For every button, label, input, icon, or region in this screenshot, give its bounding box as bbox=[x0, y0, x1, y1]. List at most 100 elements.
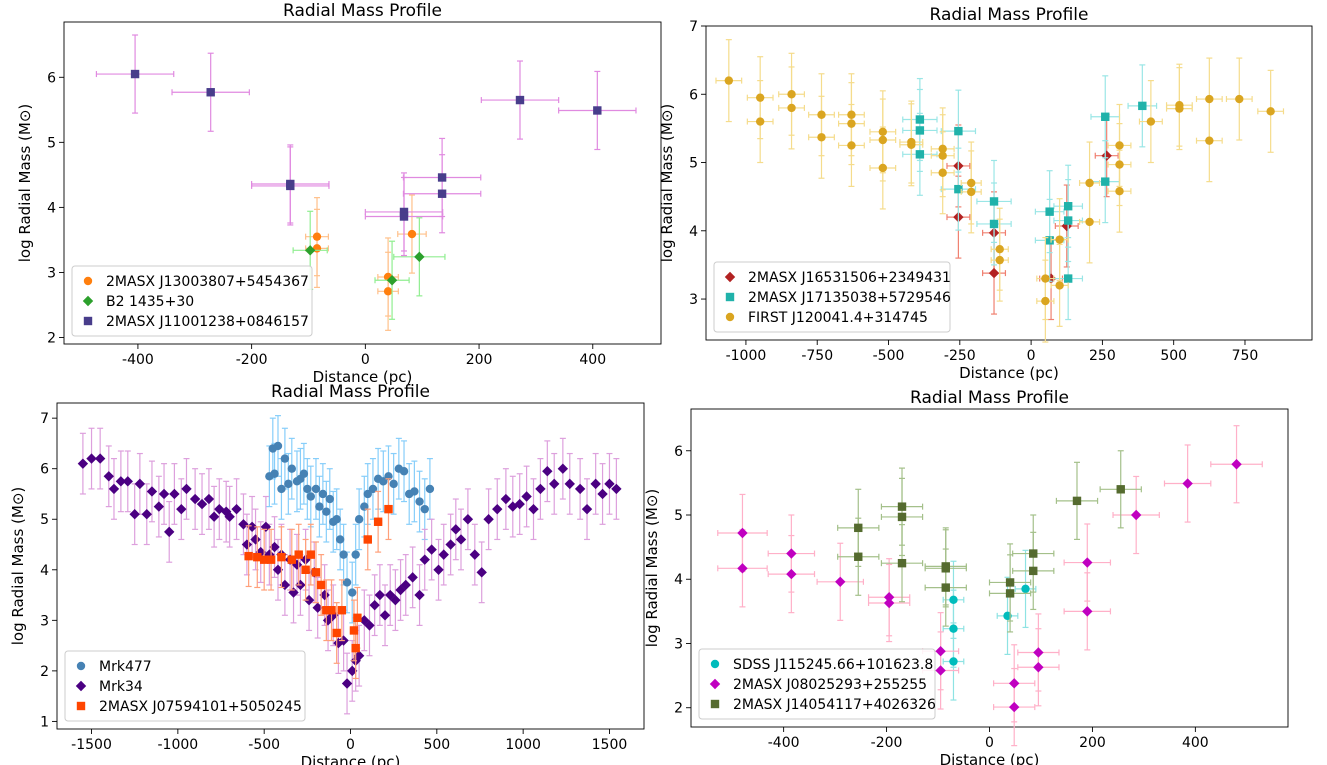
data-point bbox=[303, 594, 315, 606]
y-tick-label: 4 bbox=[40, 563, 49, 579]
legend-marker bbox=[76, 701, 86, 711]
data-point bbox=[897, 502, 907, 511]
data-point bbox=[915, 150, 925, 159]
series-1 bbox=[265, 415, 435, 624]
data-point bbox=[325, 494, 334, 504]
data-point bbox=[414, 251, 425, 263]
data-point bbox=[270, 469, 279, 478]
data-point bbox=[1029, 566, 1038, 576]
data-point bbox=[414, 589, 425, 601]
data-point bbox=[1085, 217, 1094, 227]
data-point bbox=[1130, 509, 1142, 521]
data-point bbox=[787, 103, 796, 113]
data-point bbox=[390, 594, 401, 606]
data-point bbox=[1175, 104, 1184, 113]
data-point bbox=[1085, 178, 1094, 188]
data-point bbox=[507, 501, 518, 512]
chart-title: Radial Mass Profile bbox=[910, 388, 1069, 408]
data-point bbox=[303, 484, 312, 494]
x-axis-label: Distance (pc) bbox=[313, 368, 413, 386]
legend-marker bbox=[83, 316, 93, 326]
data-point bbox=[437, 173, 447, 182]
data-point bbox=[1231, 459, 1242, 470]
data-point bbox=[359, 615, 370, 626]
data-point bbox=[220, 506, 232, 517]
data-point bbox=[266, 555, 276, 564]
data-point bbox=[1266, 107, 1275, 116]
y-axis-label: log Radial Mass (M⊙) bbox=[658, 104, 676, 262]
data-point bbox=[311, 568, 321, 577]
legend-label: 2MASX J11001238+0846157 bbox=[106, 314, 309, 330]
y-tick-label: 2 bbox=[674, 701, 683, 717]
data-point bbox=[528, 503, 539, 515]
data-point bbox=[521, 491, 532, 502]
data-point bbox=[433, 564, 444, 575]
y-tick-label: 2 bbox=[47, 330, 56, 346]
data-point bbox=[854, 523, 863, 533]
x-tick-label: 500 bbox=[423, 737, 450, 753]
y-tick-label: 6 bbox=[47, 70, 56, 86]
data-point bbox=[384, 504, 393, 514]
data-point bbox=[878, 135, 888, 145]
x-tick-label: 200 bbox=[1079, 735, 1106, 751]
series-2 bbox=[902, 64, 1158, 321]
data-point bbox=[332, 628, 341, 638]
data-point bbox=[280, 454, 290, 463]
legend-label: B2 1435+30 bbox=[106, 294, 194, 310]
chart-panel-3: Radial Mass Profile -1500 -1000 -500 0 500 100… bbox=[9, 382, 645, 765]
data-point bbox=[407, 572, 418, 583]
data-point bbox=[854, 552, 863, 561]
x-tick-label: -1500 bbox=[71, 737, 112, 753]
data-point bbox=[988, 267, 1000, 279]
data-point bbox=[420, 504, 429, 514]
data-point bbox=[246, 521, 258, 533]
y-tick-label: 3 bbox=[40, 613, 49, 629]
y-tick-label: 6 bbox=[40, 462, 49, 478]
x-tick-label: -250 bbox=[944, 348, 976, 364]
data-point bbox=[181, 483, 192, 495]
data-point bbox=[787, 90, 796, 99]
legend-marker bbox=[710, 699, 720, 709]
x-tick-label: 500 bbox=[1160, 348, 1187, 364]
data-point bbox=[224, 511, 235, 522]
legend: Mrk477 Mrk34 2MASX J07594101+5050245 bbox=[64, 650, 306, 722]
data-point bbox=[1101, 150, 1112, 161]
data-point bbox=[287, 464, 296, 473]
data-point bbox=[353, 613, 362, 623]
y-tick-label: 6 bbox=[674, 444, 683, 460]
data-point bbox=[1235, 94, 1244, 104]
data-point bbox=[312, 232, 322, 241]
data-point bbox=[287, 555, 296, 564]
data-point bbox=[164, 526, 175, 538]
data-point bbox=[410, 487, 419, 496]
data-point bbox=[311, 484, 321, 494]
data-point bbox=[189, 493, 201, 505]
data-point bbox=[425, 484, 435, 494]
data-point bbox=[363, 489, 372, 499]
data-point bbox=[611, 483, 622, 495]
data-point bbox=[379, 610, 391, 621]
x-tick-label: -400 bbox=[768, 735, 800, 751]
data-point bbox=[1063, 274, 1073, 283]
data-point bbox=[483, 514, 494, 525]
data-point bbox=[306, 492, 315, 501]
data-point bbox=[938, 144, 947, 154]
data-point bbox=[386, 275, 398, 286]
legend-frame bbox=[698, 648, 936, 720]
data-point bbox=[817, 133, 826, 142]
data-point bbox=[399, 467, 409, 476]
data-point bbox=[954, 184, 963, 194]
data-point bbox=[883, 592, 895, 603]
data-point bbox=[564, 478, 575, 490]
data-point bbox=[196, 498, 208, 510]
data-point bbox=[514, 498, 525, 510]
legend-label: 2MASX J08025293+255255 bbox=[733, 677, 927, 693]
data-point bbox=[989, 197, 999, 206]
legend-label: 2MASX J14054117+4026326 bbox=[733, 697, 936, 713]
legend-label: 2MASX J07594101+5050245 bbox=[99, 699, 302, 715]
data-point bbox=[351, 643, 360, 653]
legend-label: 2MASX J17135038+5729546 bbox=[748, 290, 951, 306]
data-point bbox=[535, 483, 546, 495]
data-point bbox=[130, 69, 140, 79]
legend-marker bbox=[82, 295, 94, 307]
